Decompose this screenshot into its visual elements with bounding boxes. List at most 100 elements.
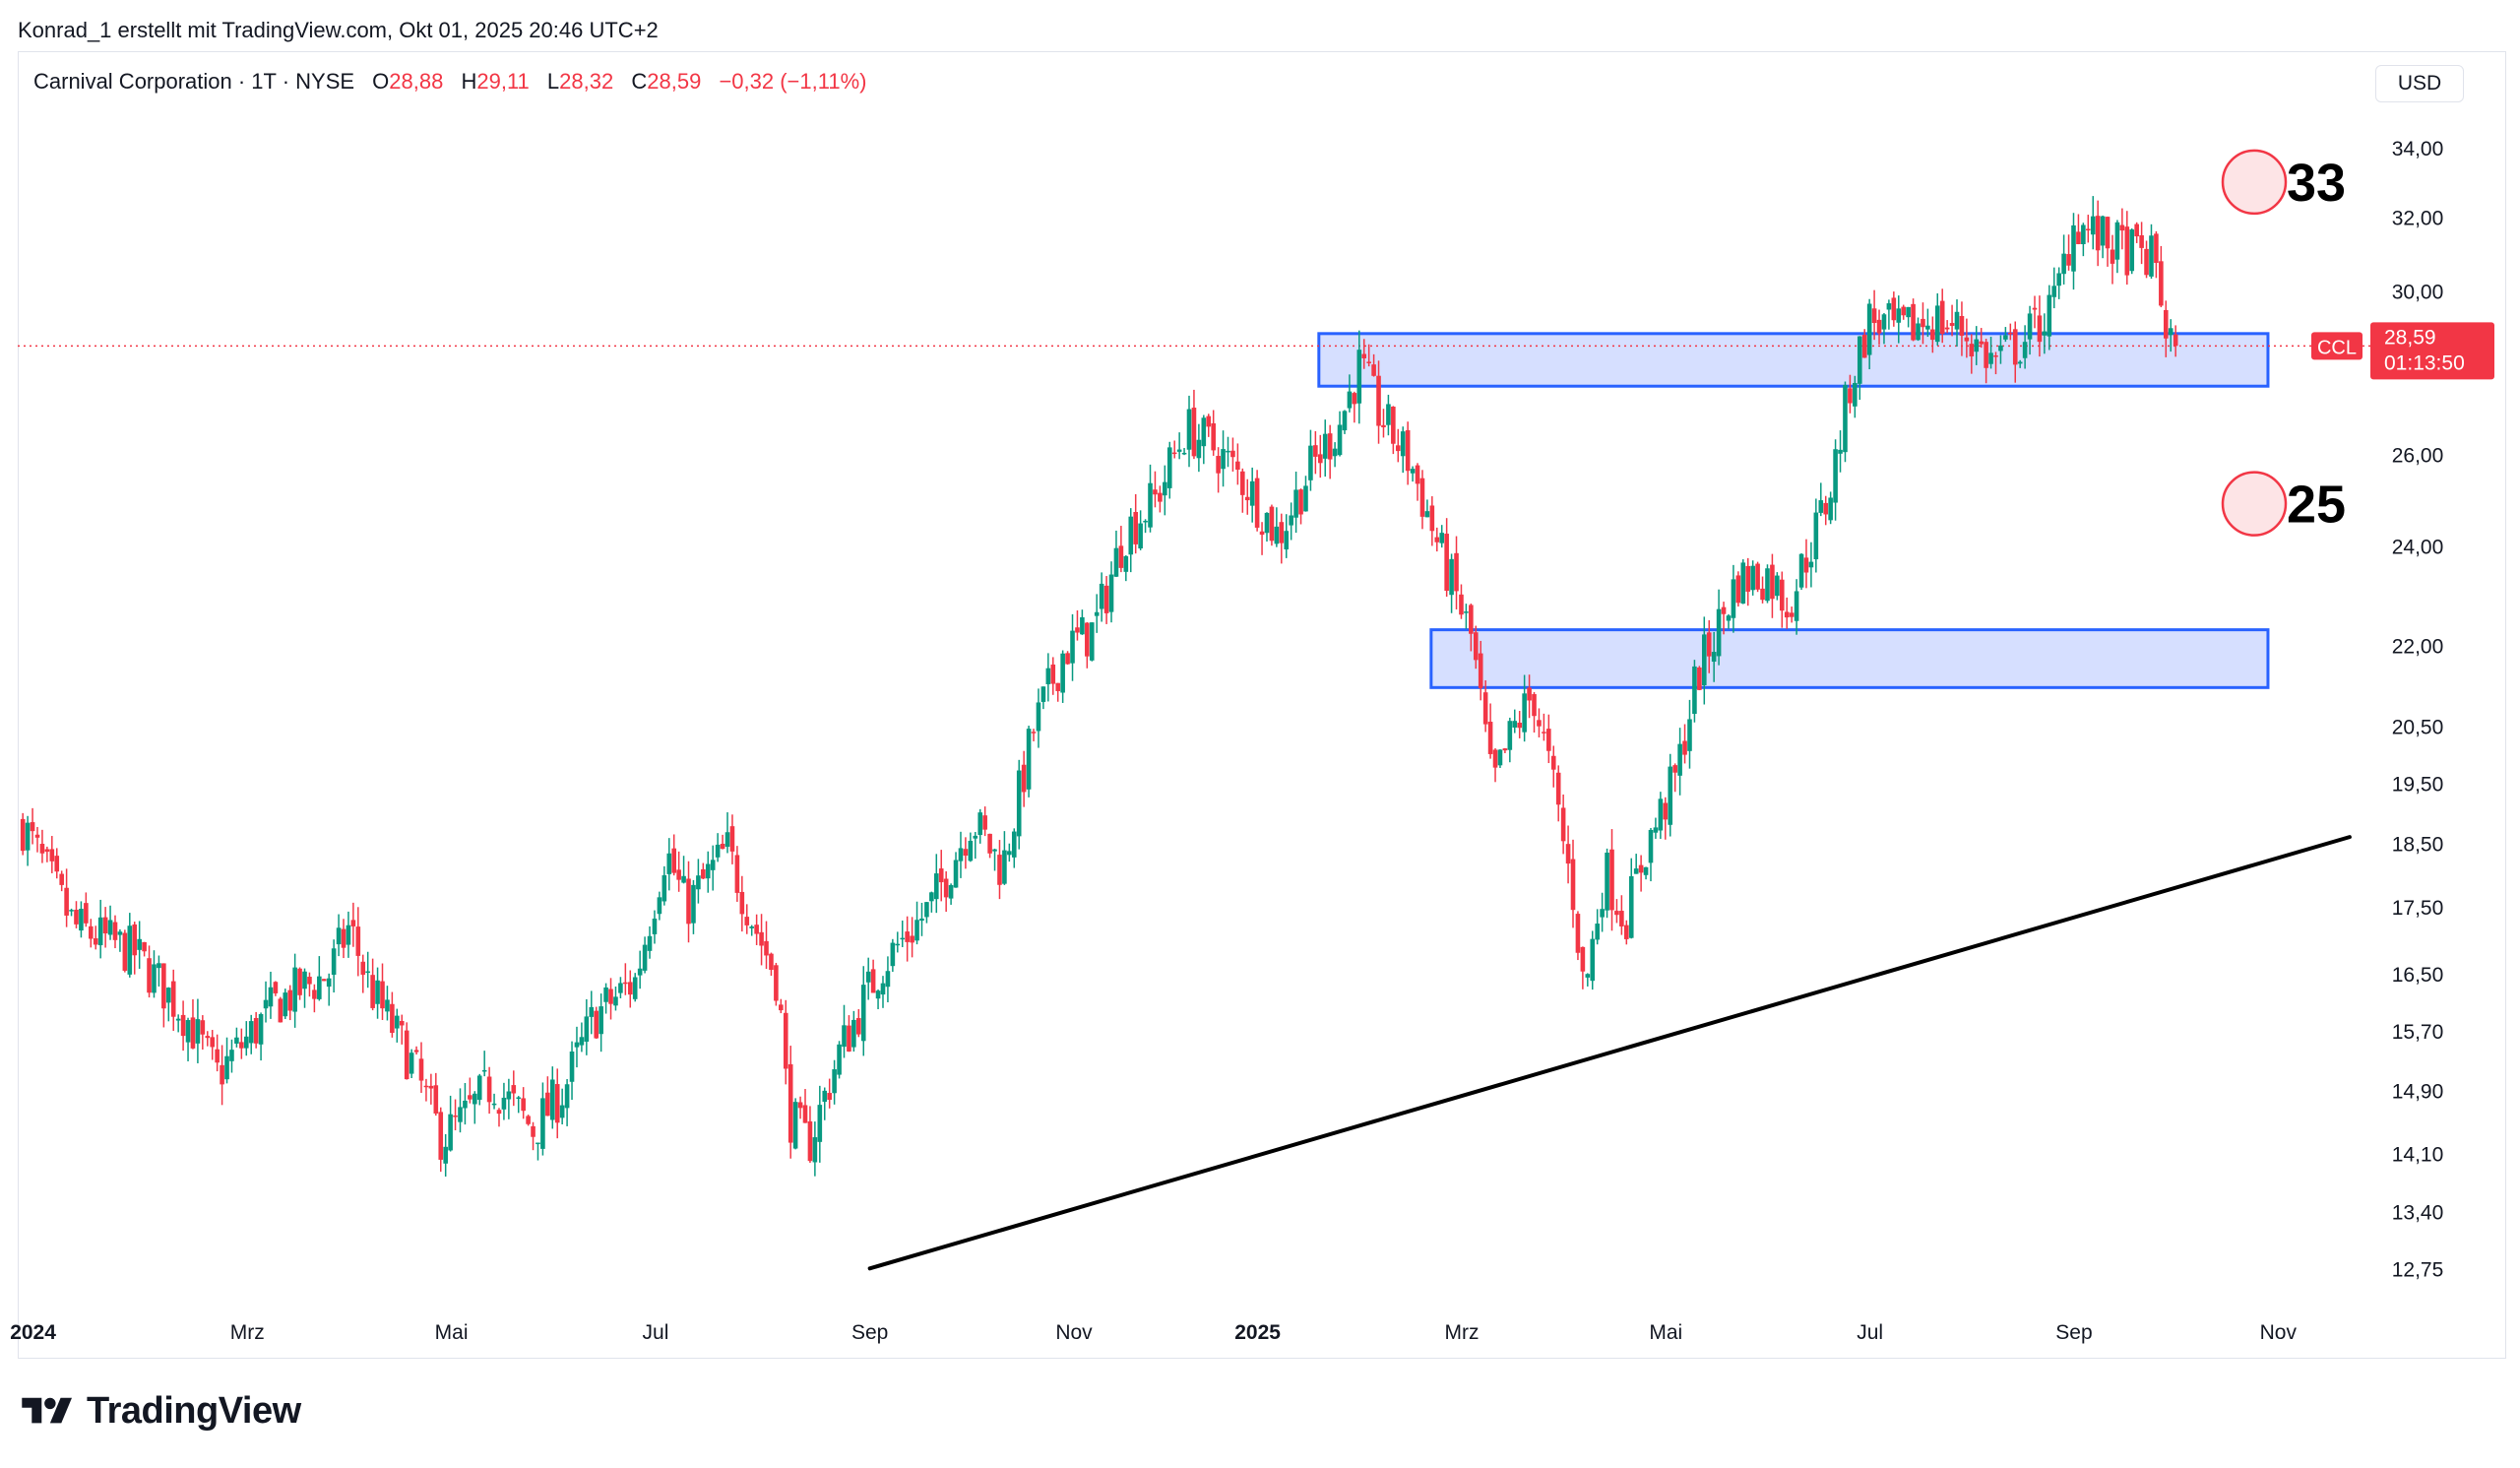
candle-body — [938, 868, 944, 883]
candle-body — [1108, 574, 1114, 612]
candle-body — [88, 925, 94, 939]
candle-body — [84, 903, 89, 924]
price-label-bg — [2370, 322, 2494, 380]
candle-body — [1628, 875, 1634, 938]
ticker-tag: CCL — [2317, 337, 2357, 358]
candle-body — [885, 971, 891, 988]
candle-body — [637, 968, 643, 976]
candle-body — [243, 1036, 249, 1049]
candle-body — [385, 999, 390, 1012]
candle-body — [1454, 552, 1459, 592]
candle-body — [2071, 224, 2076, 272]
candle-body — [1668, 766, 1673, 825]
candle-body — [1158, 492, 1163, 502]
candle-body — [2168, 328, 2174, 336]
candle-body — [2154, 233, 2159, 263]
candle-body — [1244, 496, 1250, 501]
candle-body — [355, 926, 361, 956]
open-label: O — [372, 69, 390, 94]
candle-body — [837, 1044, 842, 1075]
y-tick-label: 16,50 — [2392, 964, 2444, 987]
candle-body — [579, 1037, 585, 1046]
candle-body — [1118, 545, 1124, 568]
candle-body — [1400, 431, 1406, 457]
candle-body — [2105, 217, 2110, 249]
candle-body — [1585, 974, 1591, 978]
symbol-name[interactable]: Carnival Corporation · 1T · NYSE — [33, 69, 355, 94]
candle-body — [1653, 827, 1659, 833]
candle-body — [2061, 253, 2066, 275]
candle-body — [1191, 408, 1197, 457]
y-tick-label: 13,40 — [2392, 1202, 2444, 1225]
candle-body — [1128, 516, 1134, 555]
candle-body — [220, 1064, 224, 1085]
candle-body — [526, 1116, 531, 1124]
candle-body — [404, 1030, 410, 1080]
candle-body — [1984, 342, 1988, 368]
candle-body — [481, 1069, 487, 1072]
candle-body — [1478, 653, 1483, 688]
symbol-legend: Carnival Corporation · 1T · NYSE O28,88 … — [33, 69, 866, 95]
candle-body — [1901, 306, 1907, 316]
candle-body — [1964, 337, 1970, 342]
candle-body — [1755, 563, 1760, 590]
candle-body — [1731, 579, 1736, 618]
candle-body — [788, 1063, 793, 1143]
candle-body — [59, 873, 64, 885]
zones — [1317, 332, 2270, 689]
candle-body — [1308, 445, 1313, 480]
x-tick-label: Mrz — [1444, 1321, 1479, 1344]
close-value: 28,59 — [647, 69, 702, 94]
candle-body — [943, 878, 949, 898]
y-tick-label: 24,00 — [2392, 536, 2444, 558]
candle-body — [1775, 575, 1780, 597]
x-tick-label: Sep — [2055, 1321, 2092, 1344]
candle-body — [1527, 687, 1532, 701]
chart-attribution: Konrad_1 erstellt mit TradingView.com, O… — [18, 18, 659, 42]
candle-body — [1619, 911, 1624, 926]
candle-body — [54, 856, 60, 872]
candle-body — [165, 988, 171, 1003]
candle-body — [618, 983, 623, 993]
candle-body — [715, 844, 721, 858]
candle-body — [554, 1084, 560, 1123]
candle-body — [317, 976, 322, 999]
candle-body — [1891, 297, 1897, 321]
currency-selector[interactable]: USD — [2375, 65, 2464, 102]
candle-body — [1031, 732, 1037, 734]
candle-body — [2086, 228, 2091, 231]
candle-body — [97, 917, 103, 946]
candle-body — [248, 1021, 254, 1044]
candle-body — [1211, 422, 1216, 451]
candle-body — [1171, 452, 1177, 455]
candle-body — [1624, 925, 1629, 939]
tradingview-brand[interactable]: TradingView — [18, 1390, 301, 1433]
candle-body — [1464, 611, 1469, 613]
candle-body — [1522, 693, 1527, 733]
candle-body — [195, 1019, 201, 1044]
candle-body — [1944, 327, 1950, 330]
candle-body — [1094, 611, 1100, 616]
candle-body — [1060, 653, 1065, 693]
candle-body — [1163, 481, 1167, 496]
candle-body — [258, 1013, 264, 1045]
candle-body — [2022, 342, 2028, 358]
candle-body — [1565, 844, 1571, 864]
candle-body — [326, 978, 332, 988]
candle-body — [463, 1100, 468, 1109]
candle-body — [1789, 612, 1795, 617]
candle-body — [1692, 666, 1697, 715]
candle-body — [1770, 564, 1775, 600]
candle-body — [409, 1053, 414, 1074]
candle-body — [1221, 449, 1226, 470]
candle-body — [278, 998, 284, 1023]
candle-body — [1687, 719, 1692, 751]
candle-body — [1419, 478, 1425, 517]
candle-body — [1818, 500, 1824, 513]
candle-body — [1410, 469, 1416, 474]
y-tick-label: 32,00 — [2392, 208, 2444, 230]
support-zone-lower — [1429, 628, 2270, 689]
candle-body — [584, 1016, 590, 1042]
candle-body — [1921, 318, 1925, 328]
